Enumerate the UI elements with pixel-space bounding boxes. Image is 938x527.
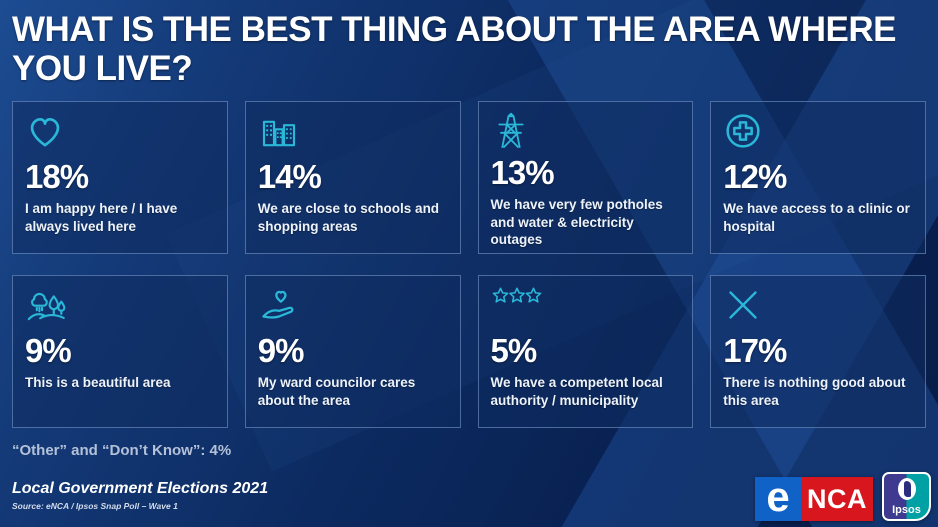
stat-card: 9% This is a beautiful area <box>12 275 228 429</box>
ipsos-logo: Ipsos <box>882 472 931 521</box>
stat-percentage: 14% <box>257 158 322 196</box>
enca-logo-nca: NCA <box>801 477 873 521</box>
stat-card: 18% I am happy here / I have always live… <box>12 101 228 255</box>
stat-percentage: 13% <box>490 154 555 192</box>
stat-percentage: 17% <box>723 332 787 370</box>
landscape-trees-icon <box>25 285 215 331</box>
stat-label: I am happy here / I have always lived he… <box>25 201 178 234</box>
cross-x-icon <box>723 285 913 331</box>
stat-card: 5% We have a competent local authority /… <box>477 275 694 429</box>
stat-percentage: 5% <box>490 332 538 370</box>
stat-card: 9% My ward councilor cares about the are… <box>244 275 461 429</box>
page-title: WHAT IS THE BEST THING ABOUT THE AREA WH… <box>12 10 926 88</box>
heart-icon <box>25 111 215 157</box>
stat-label: There is nothing good about this area <box>723 375 906 408</box>
stat-label: This is a beautiful area <box>25 375 171 391</box>
footer-title: Local Government Elections 2021 <box>12 480 269 498</box>
ipsos-logo-wordmark: Ipsos <box>892 504 921 516</box>
stat-label: We have access to a clinic or hospital <box>723 201 910 234</box>
enca-logo: e NCA <box>755 476 873 521</box>
stat-card: 14% We are close to schools and shopping… <box>244 101 461 255</box>
page-title-line2: YOU LIVE? <box>12 49 193 89</box>
stat-card: 17% There is nothing good about this are… <box>710 275 926 429</box>
hand-heart-icon <box>258 285 448 331</box>
stat-label: We have a competent local authority / mu… <box>490 375 663 408</box>
three-stars-icon <box>491 285 681 331</box>
stat-percentage: 9% <box>25 332 72 370</box>
medical-cross-icon <box>723 111 913 157</box>
stat-card: 13% We have very few potholes and water … <box>477 101 694 255</box>
footnote-other-dont-know: “Other” and “Don’t Know”: 4% <box>12 442 232 460</box>
page-title-line1: WHAT IS THE BEST THING ABOUT THE AREA WH… <box>12 10 896 49</box>
stat-percentage: 18% <box>25 158 89 196</box>
electricity-pylon-icon <box>491 111 681 153</box>
logo-bar: e NCA Ipsos <box>755 472 931 521</box>
buildings-icon <box>258 111 448 157</box>
stat-card: 12% We have access to a clinic or hospit… <box>710 101 926 255</box>
stat-label: My ward councilor cares about the area <box>257 375 416 408</box>
enca-logo-e: e <box>755 476 801 521</box>
stat-card-grid: 18% I am happy here / I have always live… <box>12 101 926 429</box>
stat-label: We are close to schools and shopping are… <box>257 201 440 234</box>
source-attribution: Source: eNCA / Ipsos Snap Poll – Wave 1 <box>12 501 178 512</box>
stat-percentage: 12% <box>723 158 787 196</box>
ipsos-logo-figure <box>897 478 916 500</box>
stat-label: We have very few potholes and water & el… <box>490 197 663 248</box>
stat-percentage: 9% <box>257 332 305 370</box>
